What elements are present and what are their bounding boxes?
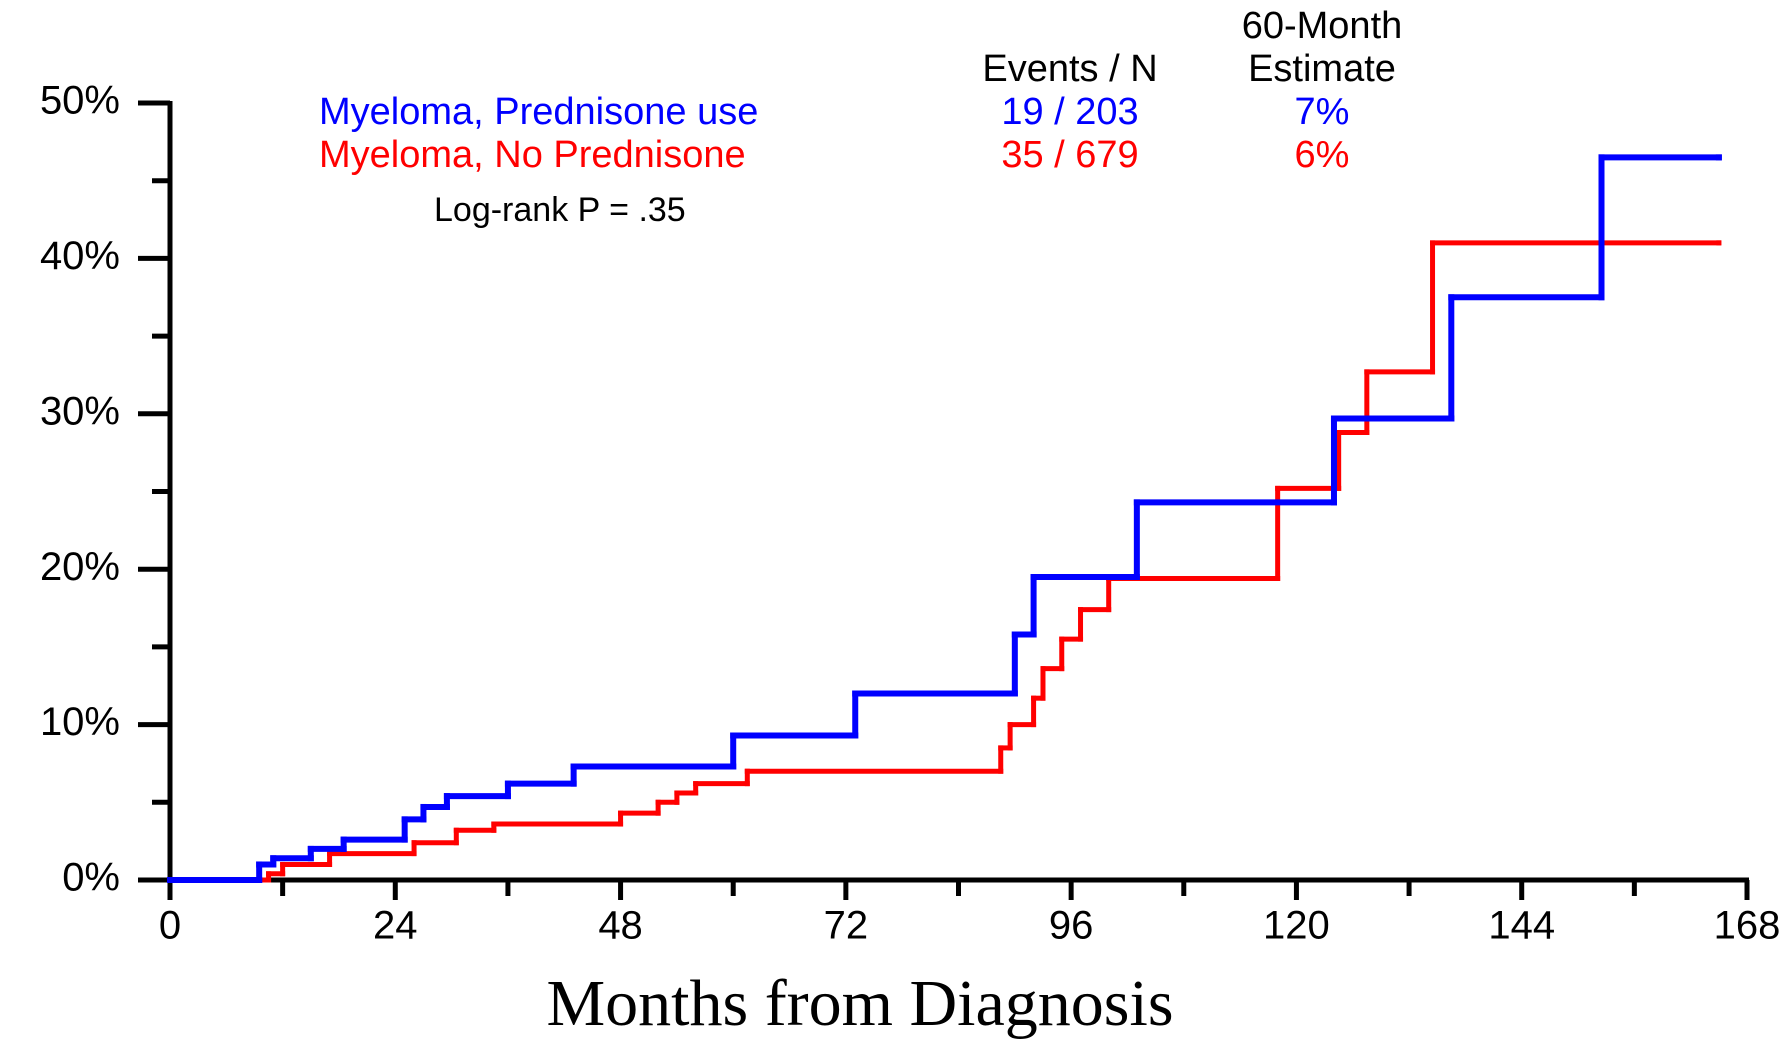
x-tick-label: 96: [1049, 904, 1094, 948]
x-tick-label: 48: [598, 904, 643, 948]
x-axis-title: Months from Diagnosis: [547, 967, 1174, 1040]
x-tick-label: 0: [159, 904, 181, 948]
legend-header: Estimate: [1248, 48, 1396, 90]
legend-entry: Myeloma, No Prednisone: [319, 134, 746, 176]
x-tick-label: 120: [1263, 904, 1330, 948]
legend-events: 35 / 679: [1001, 134, 1138, 176]
x-tick-label: 168: [1714, 904, 1781, 948]
x-tick-label: 144: [1488, 904, 1555, 948]
y-tick-label: 10%: [40, 700, 120, 744]
legend-header: 60-Month: [1242, 5, 1403, 47]
x-tick-label: 24: [373, 904, 418, 948]
annotation: Log-rank P = .35: [434, 191, 686, 229]
y-tick-label: 50%: [40, 79, 120, 123]
x-tick-label: 72: [824, 904, 869, 948]
y-tick-label: 40%: [40, 234, 120, 278]
legend-header: Events / N: [982, 48, 1157, 90]
legend-events: 19 / 203: [1001, 91, 1138, 133]
legend-estimate: 7%: [1295, 91, 1350, 133]
y-tick-label: 30%: [40, 389, 120, 433]
legend-entry: Myeloma, Prednisone use: [319, 91, 758, 133]
legend-estimate: 6%: [1295, 134, 1350, 176]
y-tick-label: 0%: [62, 856, 120, 900]
y-tick-label: 20%: [40, 545, 120, 589]
